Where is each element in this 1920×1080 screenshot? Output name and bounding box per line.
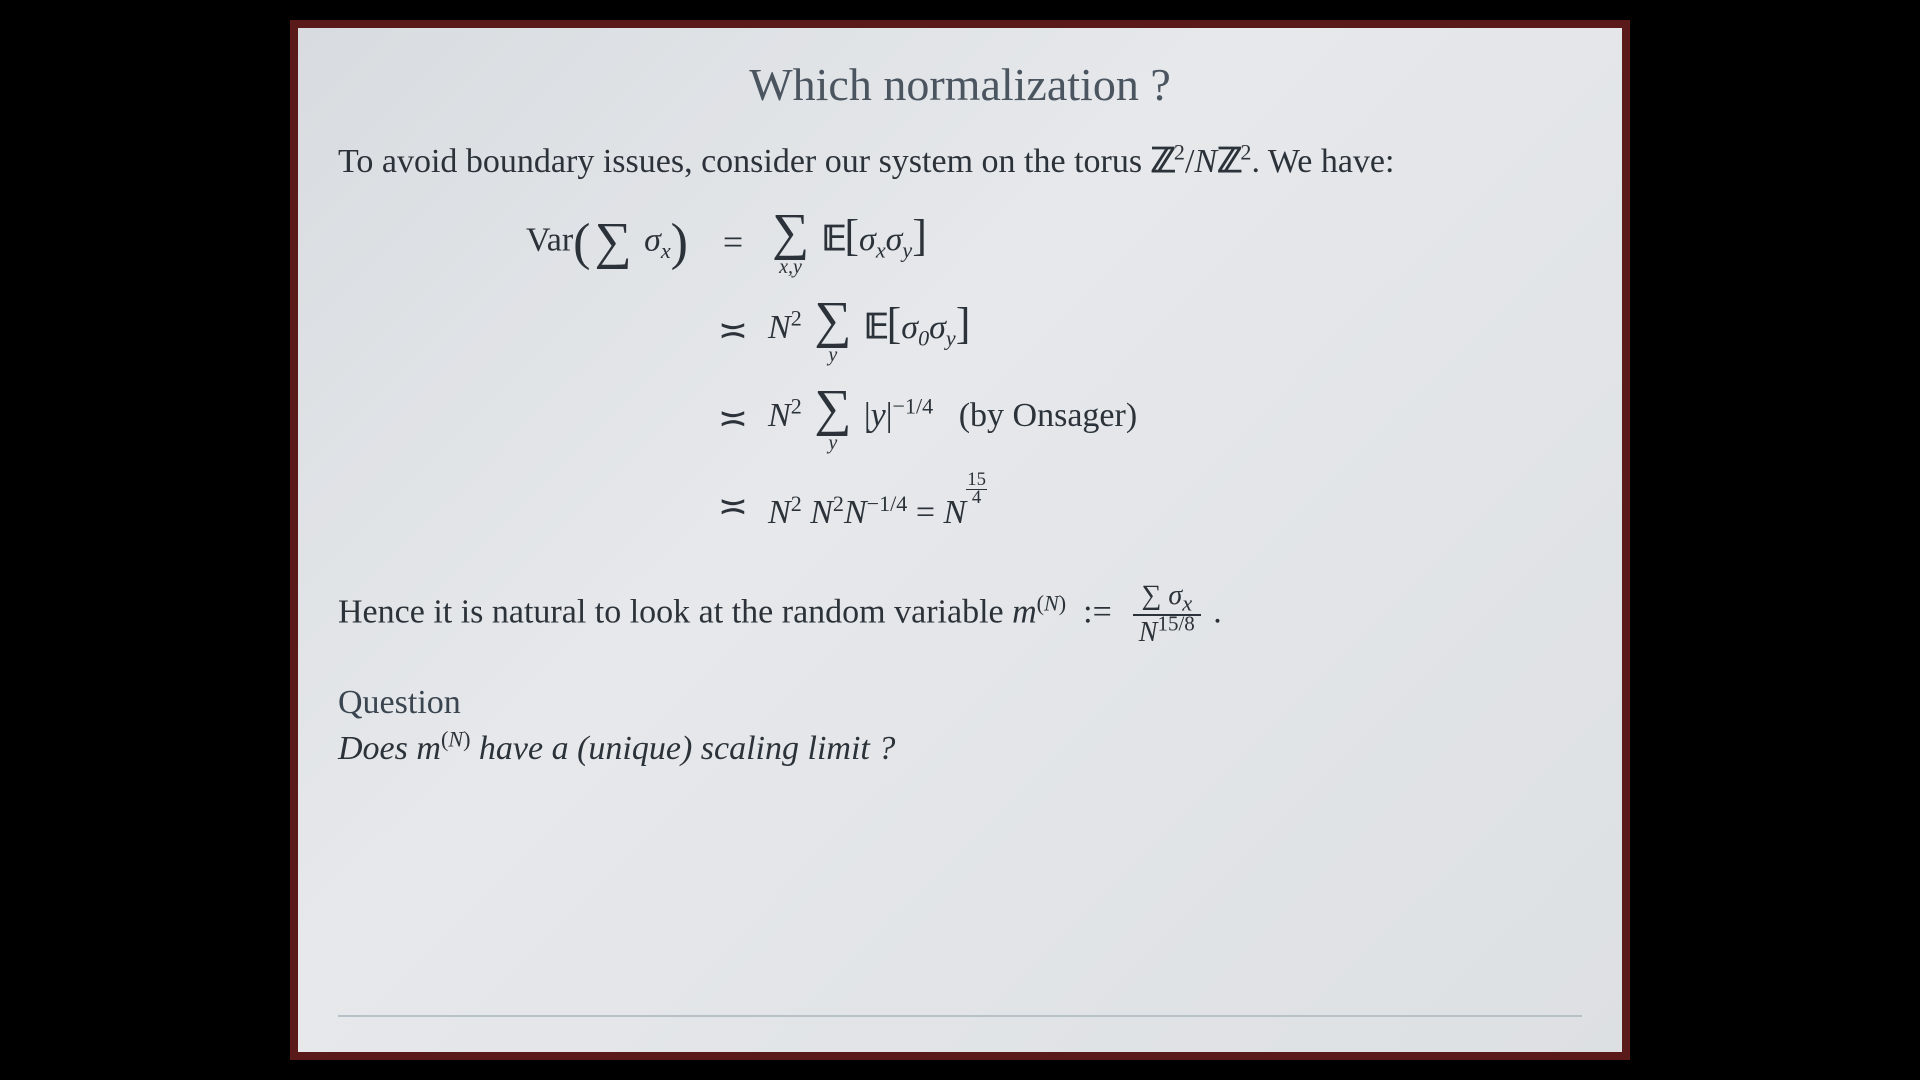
eq2-right: N2 ∑y 𝔼[σ0σy] bbox=[758, 295, 1582, 365]
hence-prefix: Hence it is natural to look at the rando… bbox=[338, 594, 1012, 631]
torus-expression: ℤ2/Nℤ2 bbox=[1151, 143, 1252, 180]
question-label: Question bbox=[338, 684, 1582, 722]
intro-prefix: To avoid boundary issues, consider our s… bbox=[338, 143, 1151, 180]
question-text: Does m(N) have a (unique) scaling limit … bbox=[338, 730, 1582, 768]
intro-text: To avoid boundary issues, consider our s… bbox=[338, 136, 1582, 187]
slide-title: Which normalization ? bbox=[338, 58, 1582, 111]
question-prefix: Does bbox=[338, 730, 416, 767]
eq3-right: N2 ∑y |y|−1/4 (by Onsager) bbox=[758, 383, 1582, 453]
eq1-left: Var(∑ σx) bbox=[338, 213, 708, 272]
question-suffix: have a (unique) scaling limit ? bbox=[479, 730, 895, 767]
slide: Which normalization ? To avoid boundary … bbox=[298, 28, 1622, 1052]
equation-line-1: Var(∑ σx) = ∑x,y 𝔼[σxσy] bbox=[338, 207, 1582, 277]
eq2-rel: ≍ bbox=[708, 309, 758, 351]
hence-text: Hence it is natural to look at the rando… bbox=[338, 581, 1582, 649]
eq4-rel: ≍ bbox=[708, 485, 758, 527]
eq1-right: ∑x,y 𝔼[σxσy] bbox=[758, 207, 1582, 277]
intro-suffix: . We have: bbox=[1251, 143, 1394, 180]
eq3-rel: ≍ bbox=[708, 397, 758, 439]
footer-divider bbox=[338, 1015, 1582, 1017]
equation-line-4: ≍ N2 N2N−1/4 = N154 bbox=[338, 471, 1582, 541]
onsager-note: (by Onsager) bbox=[959, 397, 1137, 434]
equation-block: Var(∑ σx) = ∑x,y 𝔼[σxσy] ≍ N2 ∑y 𝔼[σ0σy] bbox=[338, 207, 1582, 541]
equation-line-3: ≍ N2 ∑y |y|−1/4 (by Onsager) bbox=[338, 383, 1582, 453]
hence-fraction: ∑ σx N15/8 bbox=[1133, 581, 1201, 649]
eq1-rel: = bbox=[708, 221, 758, 263]
slide-frame: Which normalization ? To avoid boundary … bbox=[290, 20, 1630, 1060]
equation-line-2: ≍ N2 ∑y 𝔼[σ0σy] bbox=[338, 295, 1582, 365]
eq4-right: N2 N2N−1/4 = N154 bbox=[758, 480, 1582, 532]
